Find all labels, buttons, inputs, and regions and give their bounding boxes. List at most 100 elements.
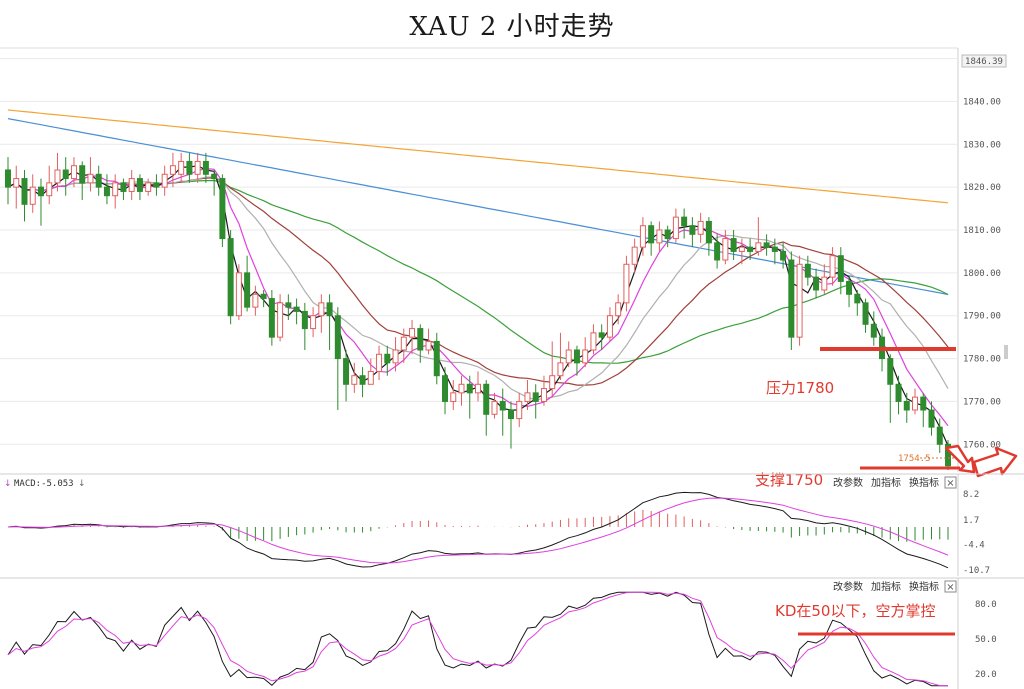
- candle-up: [623, 263, 630, 304]
- panel-button[interactable]: 换指标: [909, 580, 939, 593]
- kd-panel: 改参数 加指标 换指标 × 80.0 50.0 20.0 KD在50以下，空方掌控: [0, 577, 1024, 689]
- chart-title: XAU 2 小时走势: [409, 12, 615, 42]
- close-button[interactable]: [944, 580, 957, 593]
- candle-down: [895, 383, 902, 402]
- candle-down: [747, 246, 754, 252]
- price-panel: 1850.001840.001830.001820.001810.001800.…: [0, 47, 1018, 489]
- candle-down: [103, 186, 110, 197]
- candle-down: [293, 306, 300, 312]
- ma-gray-line: [7, 176, 949, 401]
- kd-d-line: [7, 591, 949, 687]
- candle-up: [615, 302, 622, 317]
- candle-down: [326, 302, 333, 317]
- candle-down: [945, 443, 951, 467]
- candle-down: [648, 225, 655, 244]
- candle-down: [499, 400, 506, 411]
- candlesticks: [5, 152, 951, 470]
- candle-down: [37, 186, 44, 197]
- candle-up: [425, 340, 432, 351]
- down-arrow-icon: [944, 444, 976, 474]
- candle-up: [351, 375, 358, 385]
- candle-up: [409, 328, 416, 338]
- panel-button[interactable]: 改参数: [833, 476, 863, 489]
- candle-up: [524, 392, 531, 402]
- price-tick-label: 1780.00: [963, 355, 1001, 365]
- candle-up: [13, 178, 20, 188]
- price-tick-label: 1830.00: [963, 140, 1001, 150]
- candle-down: [813, 276, 820, 291]
- candle-down: [62, 169, 69, 180]
- candle-up: [565, 349, 572, 364]
- candle-up: [458, 383, 465, 394]
- macd-label: MACD:-5.053: [14, 479, 74, 489]
- candle-down: [788, 259, 795, 338]
- candle-down: [211, 173, 218, 180]
- macd-tick-label: 8.2: [963, 490, 979, 500]
- close-icon: ×: [946, 582, 954, 593]
- candle-up: [54, 169, 61, 184]
- candle-up: [87, 173, 94, 184]
- candle-down: [202, 160, 209, 175]
- candle-down: [854, 293, 861, 304]
- candle-up: [491, 400, 498, 415]
- candle-down: [417, 328, 424, 351]
- candle-up: [310, 315, 317, 330]
- candle-down: [920, 396, 927, 411]
- candle-down: [301, 310, 308, 330]
- candle-up: [722, 238, 729, 261]
- candle-up: [252, 293, 259, 308]
- macd-panel-buttons: 改参数 加指标 换指标 ×: [833, 476, 957, 489]
- candle-down: [219, 178, 226, 240]
- candle-down: [466, 383, 473, 394]
- price-tick-label: 1760.00: [963, 440, 1001, 450]
- candle-down: [705, 220, 712, 244]
- candle-down: [780, 250, 787, 261]
- candle-down: [285, 302, 292, 308]
- candle-down: [268, 298, 275, 338]
- candle-down: [95, 173, 102, 188]
- price-tick-label: 1840.00: [963, 97, 1001, 107]
- candle-up: [400, 336, 407, 351]
- candle-up: [70, 165, 77, 180]
- price-tick-label: 1790.00: [963, 312, 1001, 322]
- candle-down: [136, 178, 143, 192]
- macd-tick-label: -4.4: [963, 541, 985, 551]
- candle-up: [235, 272, 242, 317]
- candle-down: [573, 349, 580, 364]
- macd-histogram: [15, 509, 949, 542]
- panel-button[interactable]: 改参数: [833, 580, 863, 593]
- candle-down: [384, 353, 391, 364]
- macd-dif-line: [7, 491, 949, 569]
- macd-panel: ↓ MACD:-5.053 ↓ 改参数 加指标 换指标 × 8.2 1.7 -4.4 -10…: [0, 473, 1024, 576]
- panel-button[interactable]: 换指标: [909, 476, 939, 489]
- candle-up: [755, 242, 762, 252]
- price-tick-label: 1770.00: [963, 397, 1001, 407]
- close-icon: ×: [946, 478, 954, 489]
- candle-down: [870, 323, 877, 338]
- candle-up: [606, 315, 613, 338]
- candle-up: [738, 246, 745, 252]
- candle-down: [244, 272, 251, 308]
- candle-up: [697, 220, 704, 235]
- kd-axis-ticks: 80.0 50.0 20.0: [975, 600, 997, 680]
- candle-down: [120, 182, 127, 192]
- price-axis-scroll-handle[interactable]: [1004, 345, 1008, 359]
- price-tick-label: 1820.00: [963, 183, 1001, 193]
- kd-lines: [7, 591, 949, 687]
- candle-down: [21, 178, 28, 205]
- candle-up: [540, 388, 547, 402]
- panel-button[interactable]: 加指标: [871, 476, 901, 489]
- candle-down: [714, 242, 721, 261]
- panel-button[interactable]: 加指标: [871, 580, 901, 593]
- candle-down: [730, 238, 737, 252]
- current-price-box: [961, 54, 1007, 68]
- candle-up: [112, 182, 119, 197]
- candle-up: [549, 375, 556, 390]
- candle-up: [128, 178, 135, 192]
- candle-up: [672, 216, 679, 240]
- close-button[interactable]: [944, 476, 957, 489]
- kd-tick-label: 20.0: [975, 670, 997, 680]
- candle-down: [689, 225, 696, 235]
- candle-up: [376, 353, 383, 372]
